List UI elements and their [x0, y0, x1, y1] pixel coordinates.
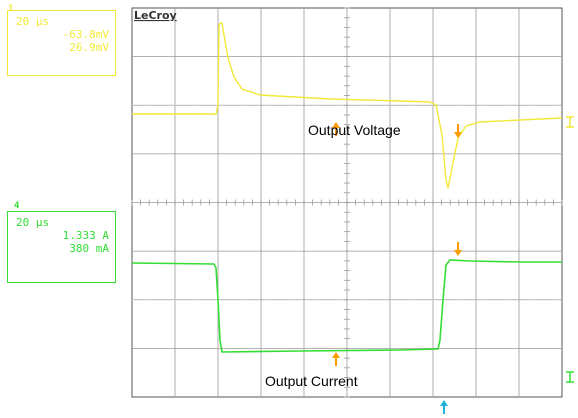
ch4-current-trace: [131, 259, 562, 353]
ch1-offset: -63.8mV: [62, 28, 109, 41]
ch4-offset: 1.333 A: [62, 229, 109, 242]
graticule: [131, 7, 563, 398]
ch1-ref-bottom: [454, 124, 462, 138]
markers: [332, 116, 574, 414]
ch4-readout: 20 μs 1.333 A 380 mA: [7, 211, 116, 283]
lecroy-logo: LeCroy: [134, 9, 177, 22]
ch4-level-marker: [566, 371, 574, 383]
output-voltage-label: Output Voltage: [308, 122, 401, 138]
ch1-volts-per-div: 26.9mV: [69, 41, 109, 54]
ch4-marker: 4: [14, 201, 20, 211]
trigger: [440, 400, 448, 414]
ch1-ref-top: [332, 122, 340, 136]
ch1-marker: 1: [8, 4, 14, 14]
ch1-timebase: 20 μs: [16, 15, 50, 28]
ch1-readout: 20 μs -63.8mV 26.9mV: [7, 10, 116, 76]
output-current-label: Output Current: [265, 373, 358, 389]
ch4-ref-top: [454, 242, 462, 256]
ch4-ref-bottom: [332, 352, 340, 366]
ch1-level-marker: [566, 116, 574, 128]
ch4-amps-per-div: 380 mA: [69, 242, 109, 255]
ch4-timebase: 20 μs: [16, 216, 50, 229]
